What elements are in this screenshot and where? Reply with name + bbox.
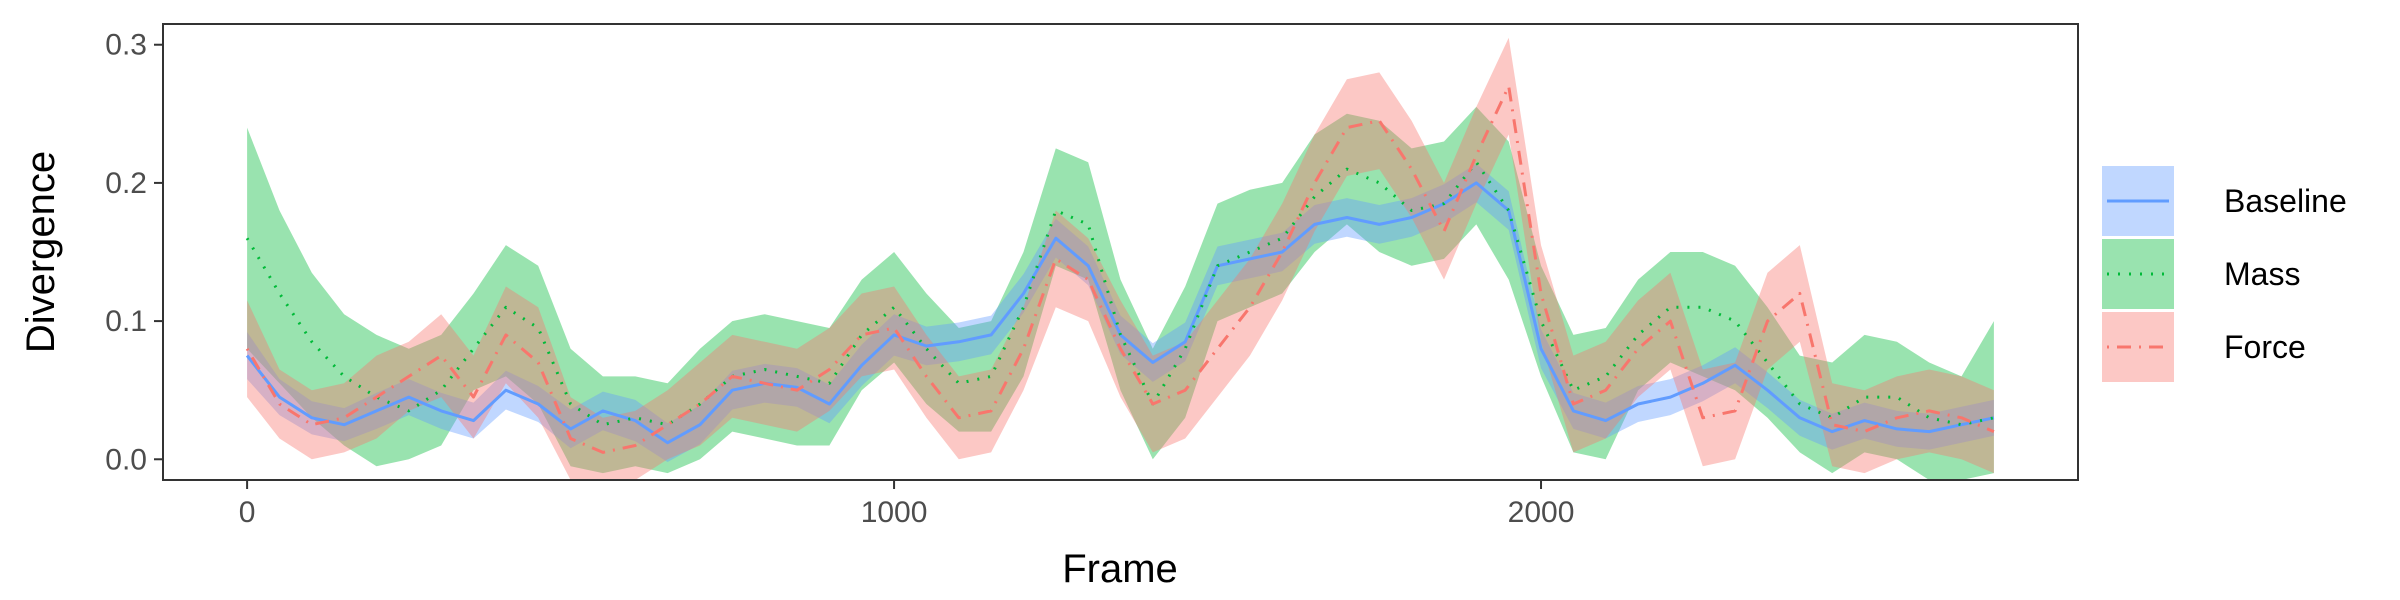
legend-item-mass: Mass (2102, 239, 2300, 309)
confidence-bands (247, 37, 1994, 480)
x-tick-label: 0 (239, 496, 256, 529)
y-tick-label: 0.2 (105, 167, 147, 200)
plot-panel-border (162, 23, 2079, 481)
y-axis-title: Divergence (19, 151, 63, 353)
legend-label-baseline: Baseline (2224, 183, 2347, 219)
series-lines (245, 84, 1995, 454)
legend-item-baseline: Baseline (2102, 166, 2347, 236)
line-mass (245, 160, 1995, 427)
x-axis: 0 1000 2000 (239, 480, 1575, 529)
band-baseline (247, 163, 1994, 462)
band-mass (247, 106, 1994, 480)
x-tick-label: 1000 (861, 496, 928, 529)
legend-item-force: Force (2102, 312, 2306, 382)
y-axis: 0.0 0.1 0.2 0.3 (105, 29, 163, 476)
y-tick-label: 0.1 (105, 305, 147, 338)
legend-label-mass: Mass (2224, 256, 2300, 292)
x-tick-label: 2000 (1508, 496, 1575, 529)
line-force (245, 84, 1995, 454)
legend-label-force: Force (2224, 329, 2306, 365)
band-force (247, 37, 1994, 480)
x-axis-title: Frame (1062, 547, 1178, 591)
legend: Baseline Mass Force (2102, 166, 2347, 382)
y-tick-label: 0.3 (105, 29, 147, 62)
legend-key-force (2102, 312, 2174, 382)
y-tick-label: 0.0 (105, 443, 147, 476)
